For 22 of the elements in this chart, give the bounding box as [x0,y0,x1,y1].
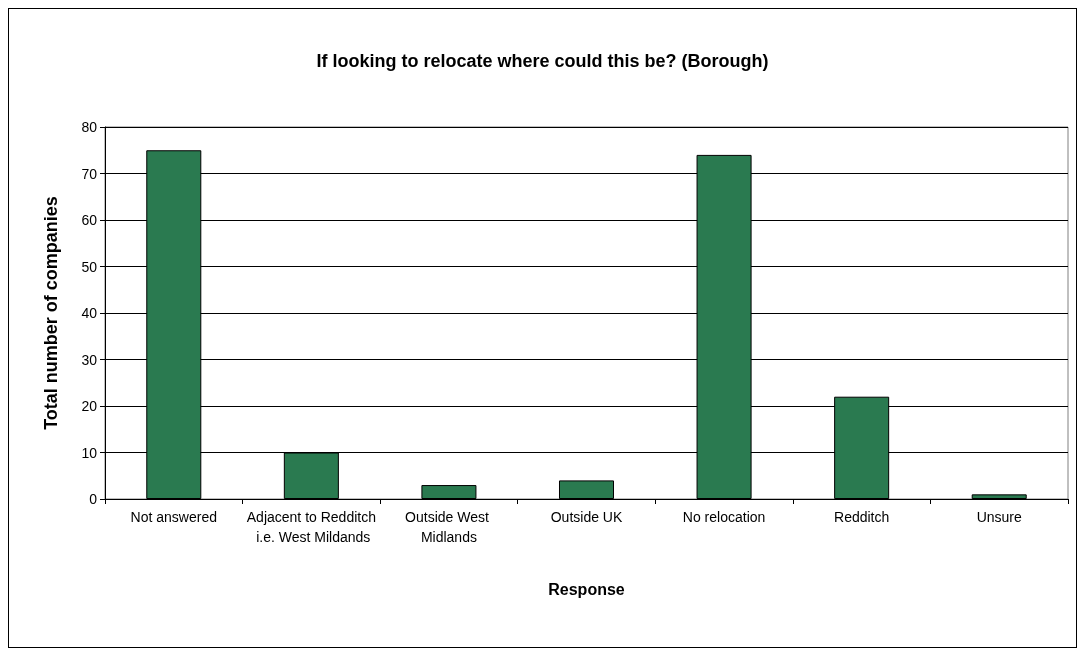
x-tick-label: Unsure [976,509,1022,525]
x-tick-label: Redditch [834,509,890,525]
y-tick-label: 40 [81,305,98,321]
x-tick-label: No relocation [682,509,766,525]
y-tick-label: 20 [81,398,98,414]
bar [971,494,1027,499]
x-tick-label: Outside UK [550,509,623,525]
y-tick-label: 30 [81,351,98,368]
y-tick-label: 10 [81,444,98,461]
y-tick-label: 0 [89,491,98,507]
y-tick-label: 60 [81,212,98,228]
bar [558,480,615,499]
x-tick-label: Not answered [130,509,217,525]
y-axis-title: Total number of companies [41,196,61,430]
bar [421,485,477,499]
y-tick-label: 70 [81,165,98,182]
x-axis-title: Response [548,580,625,598]
x-tick-label: Outside West Midlands [405,509,493,545]
x-tick-label: Adjacent to Redditch i.e. West Mildands [246,509,376,545]
y-tick-label: 50 [81,258,98,275]
y-tick-label: 80 [81,119,98,135]
chart-title: If looking to relocate where could this be? (Borough) [316,51,769,71]
